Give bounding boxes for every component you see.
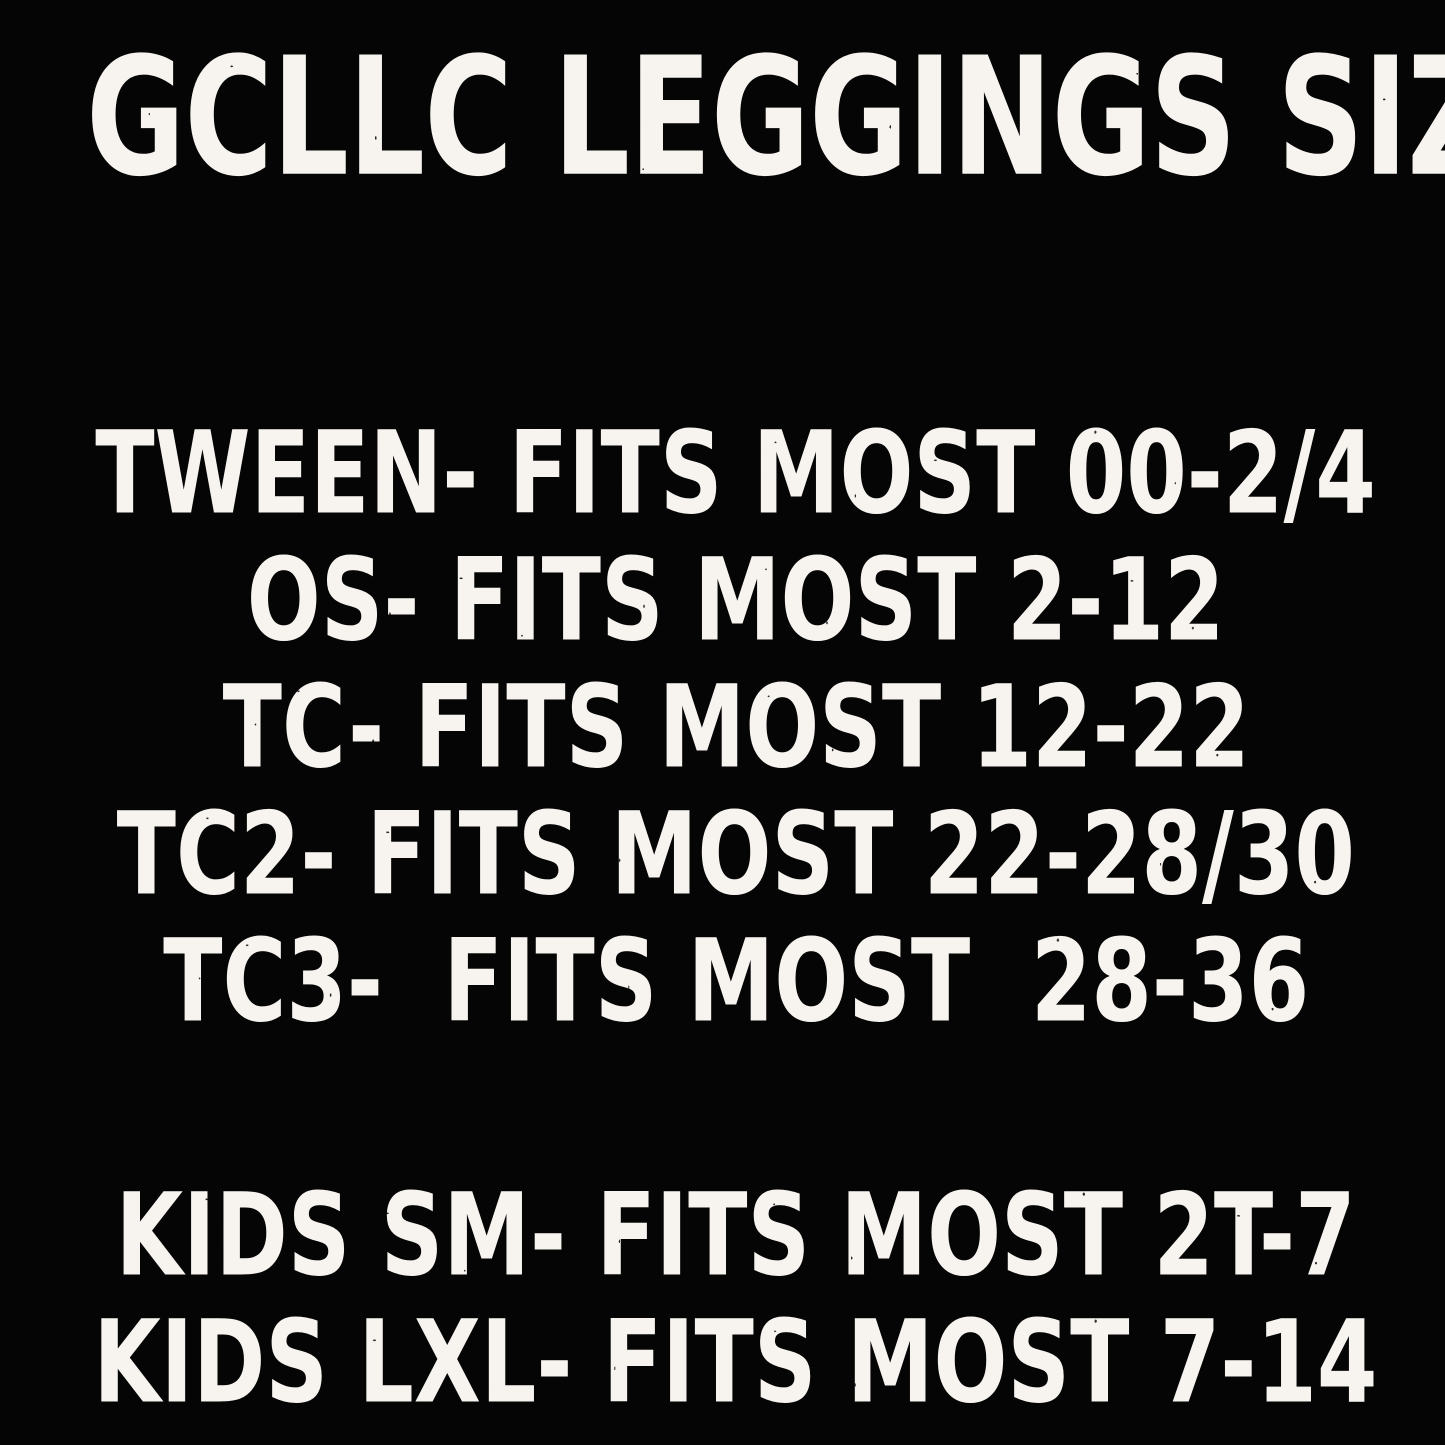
size-line-text: KIDS LXL- FITS MOST 7-14: [68, 1294, 1404, 1429]
size-line-text: TC2- FITS MOST 22-28/30: [91, 786, 1380, 921]
size-line-text: OS- FITS MOST 2-12: [227, 532, 1245, 667]
size-line-text: TC3- FITS MOST 28-36: [139, 913, 1333, 1048]
size-line-tc2: TC2- FITS MOST 22-28/30: [0, 663, 1445, 918]
size-line-spacer-text: [721, 1051, 751, 1165]
size-line-text: TWEEN- FITS MOST 00-2/4: [69, 405, 1402, 540]
size-lines-list: TWEEN- FITS MOST 00-2/4 OS- FITS MOST 2-…: [0, 282, 1445, 1426]
size-line-kids-lxl: KIDS LXL- FITS MOST 7-14: [0, 1171, 1445, 1426]
size-line-text: KIDS SM- FITS MOST 2T-7: [91, 1167, 1382, 1302]
page-title: GCLLC LEGGINGS SIZE CHART: [0, 26, 1445, 210]
size-line-tween: TWEEN- FITS MOST 00-2/4: [0, 282, 1445, 537]
chart-title-text: GCLLC LEGGINGS SIZE CHART: [46, 26, 1445, 210]
size-line-tc3: TC3- FITS MOST 28-36: [0, 790, 1445, 1045]
size-line-tc: TC- FITS MOST 12-22: [0, 536, 1445, 791]
size-line-text: TC- FITS MOST 12-22: [201, 659, 1271, 794]
size-line-os: OS- FITS MOST 2-12: [0, 409, 1445, 664]
size-line-kids-sm: KIDS SM- FITS MOST 2T-7: [0, 1044, 1445, 1299]
